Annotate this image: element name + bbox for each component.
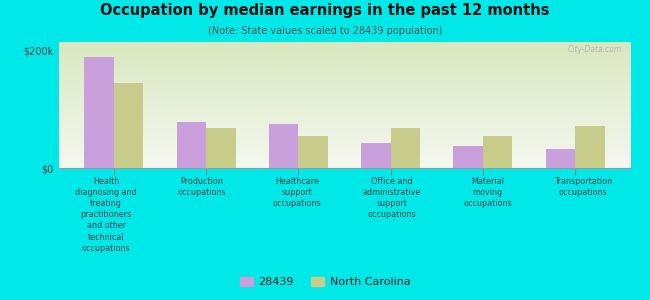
Bar [114,83,144,168]
Text: Healthcare
support
occupations: Healthcare support occupations [272,177,321,208]
Text: Transportation
occupations: Transportation occupations [554,177,612,197]
Bar [269,124,298,168]
Text: Health
diagnosing and
treating
practitioners
and other
technical
occupations: Health diagnosing and treating practitio… [75,177,137,253]
Bar [361,143,391,168]
Bar [483,136,512,168]
Text: Office and
administrative
support
occupations: Office and administrative support occupa… [363,177,421,219]
Text: City-Data.com: City-Data.com [567,45,622,54]
Bar [84,57,114,168]
Bar [453,146,483,168]
Bar [391,128,420,168]
Bar [545,149,575,168]
Legend: 28439, North Carolina: 28439, North Carolina [235,272,415,291]
Text: Material
moving
occupations: Material moving occupations [463,177,512,208]
Text: Production
occupations: Production occupations [177,177,226,197]
Bar [206,128,236,168]
Text: (Note: State values scaled to 28439 population): (Note: State values scaled to 28439 popu… [208,26,442,35]
Bar [177,122,206,168]
Text: Occupation by median earnings in the past 12 months: Occupation by median earnings in the pas… [100,3,550,18]
Bar [575,126,604,168]
Bar [298,136,328,168]
